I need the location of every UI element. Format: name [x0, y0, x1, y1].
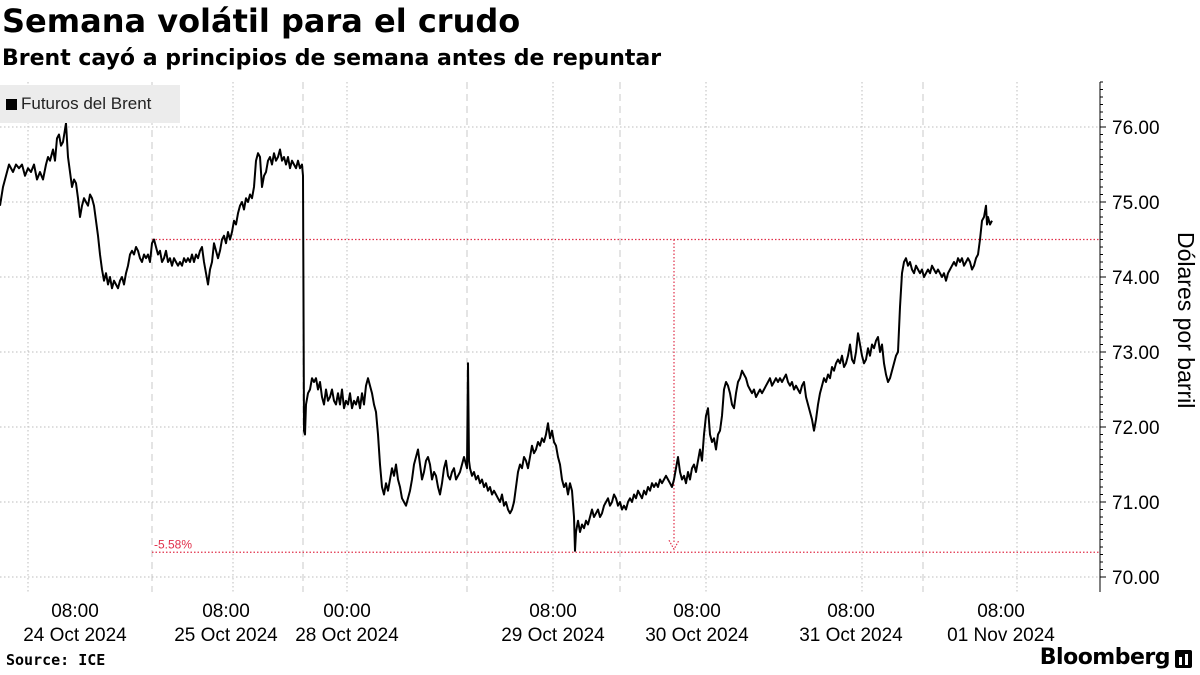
chart-subtitle: Brent cayó a principios de semana antes …	[2, 46, 662, 71]
x-tick-date: 30 Oct 2024	[645, 625, 749, 646]
y-tick-label: 73.00	[1112, 343, 1160, 364]
x-tick-date: 25 Oct 2024	[174, 625, 278, 646]
brand-logo: Bloomberg	[1039, 645, 1171, 670]
x-tick-date: 01 Nov 2024	[947, 625, 1055, 646]
chart-title: Semana volátil para el crudo	[2, 2, 521, 40]
x-tick-time: 08:00	[673, 601, 721, 622]
x-tick-time: 08:00	[529, 601, 577, 622]
annotation-change-label: -5.58%	[154, 537, 192, 551]
x-tick-time: 08:00	[51, 601, 99, 622]
bloomberg-terminal-icon	[1175, 650, 1192, 668]
annotation-arrow	[668, 539, 680, 551]
y-tick-label: 70.00	[1112, 568, 1160, 589]
y-tick-label: 74.00	[1112, 268, 1160, 289]
series-line-brent	[0, 122, 993, 552]
legend-label: Futuros del Brent	[21, 94, 152, 113]
x-tick-date: 29 Oct 2024	[501, 625, 605, 646]
x-tick-date: 24 Oct 2024	[23, 625, 127, 646]
x-tick-time: 08:00	[202, 601, 250, 622]
x-tick-time: 00:00	[323, 601, 371, 622]
legend-swatch	[6, 98, 17, 110]
y-tick-label: 72.00	[1112, 418, 1160, 439]
x-tick-time: 08:00	[827, 601, 875, 622]
y-tick-label: 75.00	[1112, 193, 1160, 214]
x-tick-time: 08:00	[977, 601, 1025, 622]
y-tick-label: 71.00	[1112, 493, 1160, 514]
x-tick-date: 31 Oct 2024	[799, 625, 903, 646]
y-axis-title: Dólares por barril	[1173, 232, 1199, 408]
legend: Futuros del Brent	[0, 85, 180, 123]
source-note: Source: ICE	[6, 651, 106, 669]
x-tick-date: 28 Oct 2024	[295, 625, 399, 646]
y-tick-label: 76.00	[1112, 118, 1160, 139]
